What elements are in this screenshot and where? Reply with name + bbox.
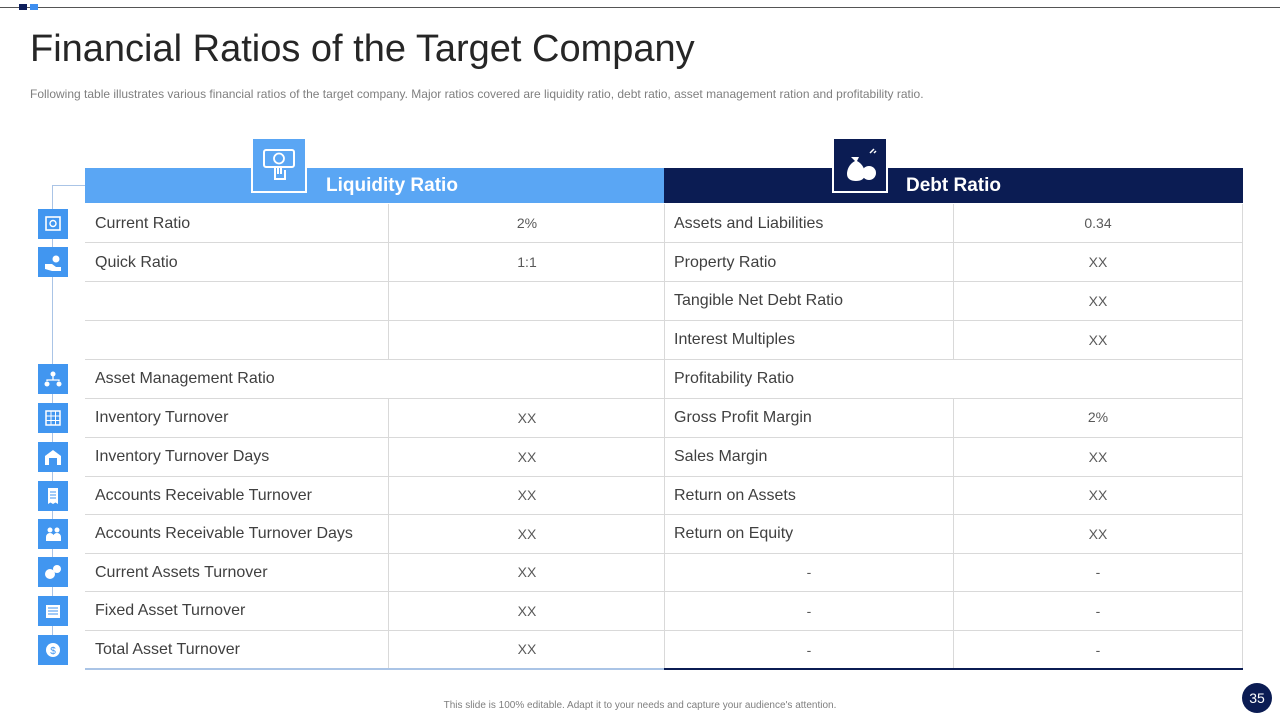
debt-bottom-rule (664, 668, 1243, 670)
col-divider (953, 204, 954, 359)
ratio-table (85, 204, 1243, 669)
label-sales-margin: Sales Margin (674, 448, 768, 465)
money-bags-icon (832, 137, 888, 193)
label-total-asset-turnover: Total Asset Turnover (95, 641, 240, 658)
value-total-asset-turnover: XX (517, 641, 537, 657)
label-inventory-turnover-days: Inventory Turnover Days (95, 448, 270, 465)
label-ar-turnover-days: Accounts Receivable Turnover Days (95, 525, 353, 542)
value-gross-profit-margin: 2% (1087, 409, 1109, 425)
label-return-on-assets: Return on Assets (674, 487, 796, 504)
org-chart-icon (38, 364, 68, 394)
value-ar-turnover: XX (517, 487, 537, 503)
col-divider (1242, 204, 1243, 669)
col-divider (664, 204, 665, 669)
value-sales-margin: XX (1088, 449, 1108, 465)
debt-header: Debt Ratio (664, 168, 1243, 203)
warehouse-icon (38, 442, 68, 472)
dollar-gear-icon: $ (38, 635, 68, 665)
dash-cell: - (806, 603, 812, 619)
label-current-ratio: Current Ratio (95, 215, 191, 232)
value-return-on-assets: XX (1088, 487, 1108, 503)
label-profitability: Profitability Ratio (674, 370, 795, 387)
liquidity-header: Liquidity Ratio (85, 168, 664, 203)
coins-icon (38, 557, 68, 587)
value-assets-liabilities: 0.34 (1084, 215, 1112, 231)
label-return-on-equity: Return on Equity (674, 525, 794, 542)
top-rule (0, 7, 1280, 8)
label-current-assets-turnover: Current Assets Turnover (95, 564, 268, 581)
safe-icon (38, 209, 68, 239)
label-gross-profit-margin: Gross Profit Margin (674, 409, 812, 426)
dash-cell: - (806, 564, 812, 580)
value-tangible-net-debt: XX (1088, 293, 1108, 309)
value-property-ratio: XX (1088, 254, 1108, 270)
label-tangible-net-debt: Tangible Net Debt Ratio (674, 292, 843, 309)
people-icon (38, 519, 68, 549)
hand-coin-icon (38, 247, 68, 277)
value-interest-multiples: XX (1088, 332, 1108, 348)
dash-cell: - (1095, 603, 1101, 619)
col-divider (388, 398, 389, 669)
label-assets-liabilities: Assets and Liabilities (674, 215, 824, 232)
dash-cell: - (806, 642, 812, 658)
dash-cell: - (1095, 564, 1101, 580)
dash-cell: - (1095, 642, 1101, 658)
label-property-ratio: Property Ratio (674, 254, 777, 271)
page-title: Financial Ratios of the Target Company (30, 28, 695, 70)
label-fixed-asset-turnover: Fixed Asset Turnover (95, 602, 246, 619)
page-subtitle: Following table illustrates various fina… (30, 87, 924, 101)
label-ar-turnover: Accounts Receivable Turnover (95, 487, 312, 504)
debt-header-label: Debt Ratio (906, 175, 1001, 196)
value-inventory-turnover-days: XX (517, 449, 537, 465)
label-interest-multiples: Interest Multiples (674, 331, 795, 348)
building-icon (38, 596, 68, 626)
value-current-ratio: 2% (516, 215, 538, 231)
col-divider (388, 204, 389, 359)
receipt-icon (38, 481, 68, 511)
value-current-assets-turnover: XX (517, 564, 537, 580)
value-return-on-equity: XX (1088, 526, 1108, 542)
footer-note: This slide is 100% editable. Adapt it to… (443, 700, 837, 711)
cash-hand-icon (251, 137, 307, 193)
page-number-badge: 35 (1242, 683, 1272, 713)
label-inventory-turnover: Inventory Turnover (95, 409, 229, 426)
inventory-grid-icon (38, 403, 68, 433)
timeline-connector-top (52, 185, 85, 186)
value-ar-turnover-days: XX (517, 526, 537, 542)
label-asset-management: Asset Management Ratio (95, 370, 275, 387)
brand-square-light (30, 4, 38, 10)
value-quick-ratio: 1:1 (517, 254, 537, 270)
brand-square-dark (19, 4, 27, 10)
value-inventory-turnover: XX (517, 410, 537, 426)
svg-text:$: $ (50, 646, 56, 657)
label-quick-ratio: Quick Ratio (95, 254, 178, 271)
liquidity-header-label: Liquidity Ratio (326, 175, 458, 196)
col-divider (953, 398, 954, 669)
liquidity-bottom-rule (85, 668, 664, 670)
value-fixed-asset-turnover: XX (517, 603, 537, 619)
